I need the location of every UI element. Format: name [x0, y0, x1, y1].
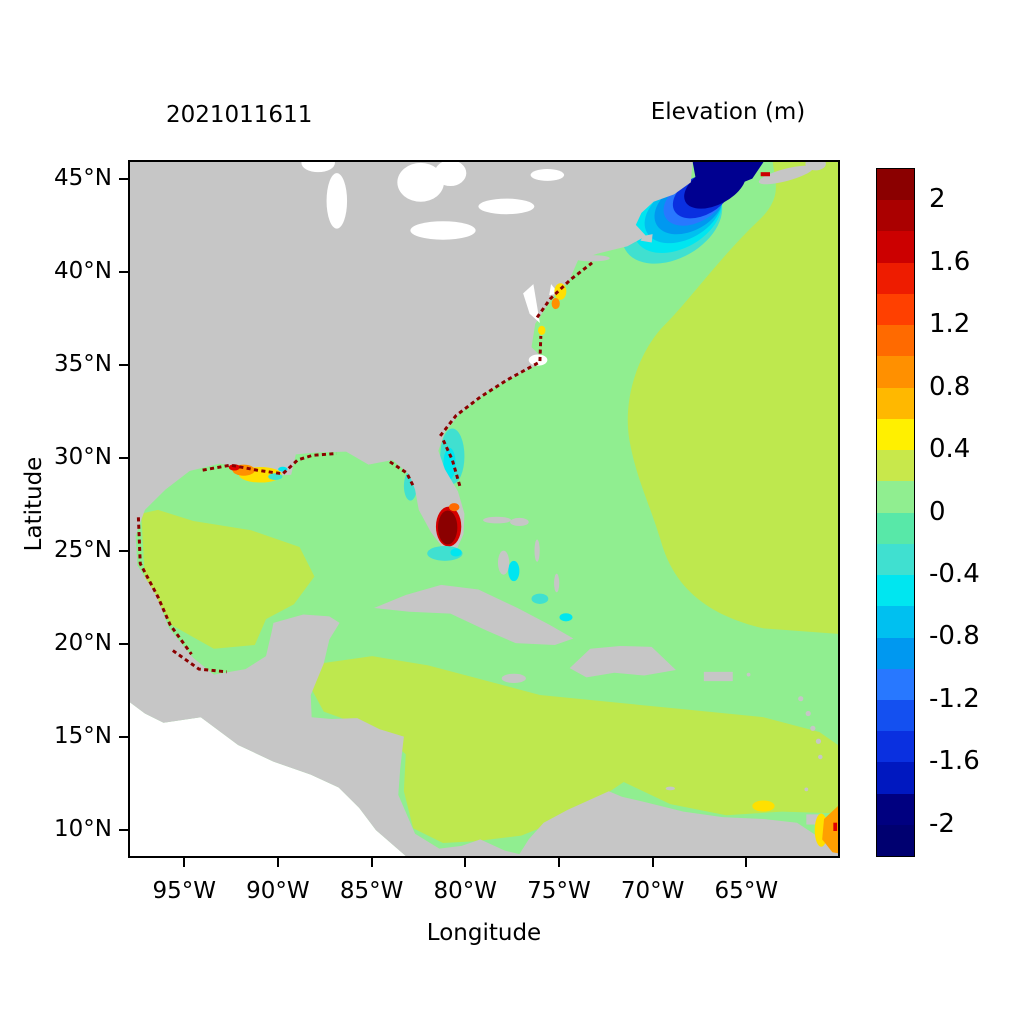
y-tick-mark — [119, 736, 128, 738]
y-tick-mark — [119, 549, 128, 552]
colorbar-cell-18 — [877, 731, 914, 763]
estuaries — [523, 284, 559, 366]
x-tick-mark — [557, 858, 560, 867]
y-tick-label: 35°N — [54, 350, 112, 377]
y-tick-mark — [119, 363, 128, 366]
x-tick-mark — [745, 858, 748, 867]
feature-minas-basin-high — [760, 172, 770, 177]
x-tick-label: 70°W — [620, 878, 685, 904]
islands — [374, 162, 826, 825]
y-tick-label: 25°N — [54, 536, 112, 563]
colorbar-label: 1.2 — [929, 309, 971, 340]
x-tick-label: 80°W — [433, 878, 497, 904]
feature-southeast-corner-high — [752, 800, 838, 854]
y-tick-label: 40°N — [54, 257, 112, 284]
x-tick-label: 90°W — [246, 878, 310, 904]
colorbar-cell-6 — [877, 356, 914, 388]
feature-ne-florida-shelf-low — [403, 428, 465, 501]
x-tick-label: 75°W — [527, 878, 591, 904]
colorbar-label: 2 — [929, 184, 946, 215]
y-tick-label: 20°N — [54, 629, 112, 656]
y-tick-label: 15°N — [54, 723, 112, 749]
x-tick-label: 85°W — [339, 878, 404, 904]
colorbar-cell-8 — [877, 418, 914, 451]
y-tick-mark — [119, 642, 128, 645]
colorbar-cell-14 — [877, 606, 914, 638]
colorbar-cell-20 — [877, 793, 914, 825]
great-lakes — [301, 162, 565, 240]
colorbar-label: 0 — [929, 496, 946, 527]
y-tick-mark — [119, 177, 128, 180]
colorbar-cell-11 — [877, 512, 914, 544]
colorbar-cell-2 — [877, 231, 914, 263]
colorbar-cell-19 — [877, 762, 914, 794]
coastal-speckles — [136, 261, 593, 674]
map-plot-area — [128, 160, 840, 858]
colorbar-cell-9 — [877, 450, 914, 482]
y-tick-label: 30°N — [54, 443, 112, 470]
colorbar-cell-10 — [877, 481, 914, 513]
y-tick-mark — [119, 456, 128, 459]
colorbar-label: -0.4 — [929, 558, 980, 589]
x-tick-mark — [276, 858, 279, 867]
colorbar-cell-15 — [877, 637, 914, 669]
colorbar-cell-1 — [877, 200, 914, 232]
colorbar-cell-0 — [877, 169, 914, 201]
x-tick-label: 65°W — [714, 878, 779, 904]
run-timestamp-title: 2021011611 — [166, 102, 313, 128]
colorbar-cell-5 — [877, 325, 914, 357]
y-tick-label: 10°N — [54, 816, 112, 843]
band-02-04 — [141, 162, 838, 844]
colorbar-cell-12 — [877, 543, 914, 576]
colorbar-label: -1.2 — [929, 683, 980, 714]
colorbar-cell-16 — [877, 668, 914, 700]
y-tick-mark — [119, 829, 128, 832]
colorbar-cell-7 — [877, 387, 914, 419]
colorbar-cell-17 — [877, 699, 914, 732]
colorbar-cell-13 — [877, 575, 914, 607]
x-axis-title: Longitude — [426, 920, 542, 946]
x-tick-label: 95°W — [152, 878, 216, 904]
x-tick-mark — [183, 858, 186, 867]
x-tick-mark — [651, 858, 654, 867]
elevation-title: Elevation (m) — [650, 99, 806, 125]
colorbar — [876, 168, 915, 857]
colorbar-cell-4 — [877, 293, 914, 326]
colorbar-label: 0.8 — [929, 371, 971, 402]
land-north-central-south-america — [130, 162, 838, 856]
pacific-no-data — [130, 702, 406, 856]
colorbar-label: 1.6 — [929, 246, 971, 277]
feature-south-florida-high — [427, 503, 463, 561]
elevation-map-svg — [130, 162, 838, 856]
colorbar-label: 0.4 — [929, 434, 971, 465]
y-tick-mark — [119, 270, 128, 273]
colorbar-cell-21 — [877, 824, 914, 857]
x-tick-mark — [464, 858, 467, 867]
y-tick-label: 45°N — [54, 164, 112, 191]
colorbar-label: -1.6 — [929, 746, 980, 777]
colorbar-label: -2 — [929, 808, 955, 839]
colorbar-cell-3 — [877, 262, 914, 294]
x-tick-mark — [370, 858, 373, 867]
colorbar-label: -0.8 — [929, 621, 980, 652]
feature-bahamas-cyan-cells — [508, 560, 573, 622]
